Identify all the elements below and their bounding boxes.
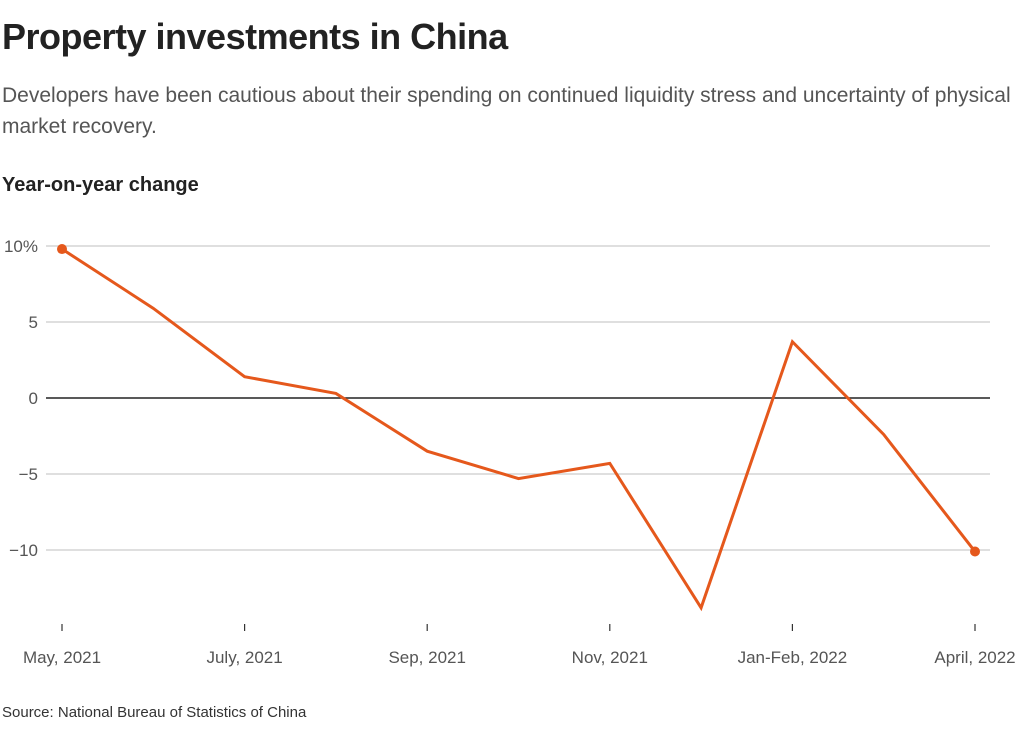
chart-subtitle: Developers have been cautious about thei…	[2, 84, 1011, 138]
x-tick-label: May, 2021	[23, 648, 101, 667]
x-tick-label: Sep, 2021	[388, 648, 466, 667]
y-tick-label: −10	[9, 541, 38, 560]
x-tick-label: Jan-Feb, 2022	[738, 648, 848, 667]
end-point-marker	[970, 546, 980, 557]
start-point-marker	[57, 244, 67, 255]
gridlines	[46, 245, 990, 551]
y-tick-label: 0	[29, 389, 38, 408]
x-tick-label: July, 2021	[206, 648, 282, 667]
source-note: Source: National Bureau of Statistics of…	[2, 704, 307, 721]
y-axis-ticks: 10% 5 0 −5 −10	[4, 237, 38, 560]
series-line	[61, 247, 977, 612]
y-tick-label: −5	[19, 465, 38, 484]
chart-title: Property investments in China	[2, 16, 508, 57]
y-tick-label: 5	[29, 313, 38, 332]
y-tick-label: 10%	[4, 237, 38, 256]
series	[57, 244, 980, 612]
x-axis-ticks: May, 2021 July, 2021 Sep, 2021 Nov, 2021 Jan…	[23, 624, 1016, 667]
x-tick-label: April, 2022	[934, 648, 1015, 667]
x-tick-label: Nov, 2021	[572, 648, 648, 667]
y-axis-title: Year-on-year change	[2, 174, 199, 196]
